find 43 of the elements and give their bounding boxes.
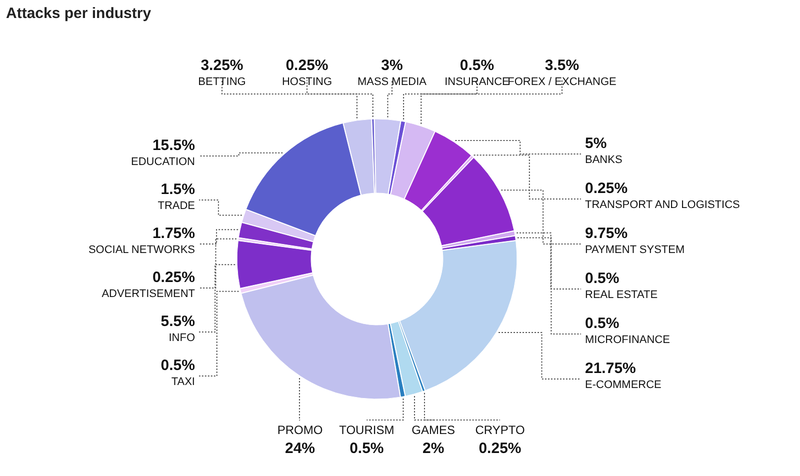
slice-label: BANKS [585, 154, 622, 166]
slice-label: FOREX / EXCHANGE [508, 76, 616, 88]
slice-label: REAL ESTATE [585, 289, 658, 301]
data-label: 0.5% [460, 57, 494, 74]
slice-label: TOURISM [339, 423, 394, 437]
data-label: 5.5% [160, 313, 195, 330]
data-label: 0.25% [478, 440, 522, 457]
slice-label: HOSTING [282, 76, 332, 88]
data-label: 9.75% [585, 225, 628, 242]
slice-label: TRANSPORT AND LOGISTICS [585, 199, 740, 211]
data-label: 0.5% [350, 440, 384, 457]
slice-label: INSURANCE [444, 76, 510, 88]
data-label: 1.5% [160, 181, 195, 198]
data-label: 0.5% [585, 315, 620, 332]
slice-label: TAXI [171, 376, 195, 388]
data-label: 5% [585, 135, 607, 152]
slice-label: INFO [168, 332, 196, 344]
data-label: 2% [422, 440, 444, 457]
data-label: 0.5% [160, 357, 195, 374]
slice-label: PAYMENT SYSTEM [585, 244, 685, 256]
data-label: 21.75% [585, 360, 636, 377]
data-label: 3.25% [200, 57, 244, 74]
slice-label: EDUCATION [131, 156, 196, 168]
slice-label: ADVERTISEMENT [102, 288, 196, 300]
data-label: 0.5% [585, 270, 620, 287]
slice-label: GAMES [412, 423, 456, 437]
data-label: 3.5% [544, 57, 580, 74]
data-label: 0.25% [585, 180, 628, 197]
data-label: 0.25% [152, 269, 195, 286]
chart-title: Attacks per industry [6, 5, 152, 22]
data-label: 24% [284, 440, 316, 457]
slice-label: SOCIAL NETWORKS [88, 244, 195, 256]
slice-label: CRYPTO [475, 423, 525, 437]
slice-label: MASS MEDIA [357, 76, 428, 88]
slice-label: E-COMMERCE [585, 379, 662, 391]
data-label: 0.25% [286, 57, 328, 74]
slice-label: MICROFINANCE [585, 334, 670, 346]
slice-label: TRADE [158, 200, 195, 212]
data-label: 3% [381, 57, 403, 74]
slice-label: PROMO [277, 423, 323, 437]
data-label: 1.75% [152, 225, 195, 242]
data-label: 15.5% [152, 137, 195, 154]
slice-label: BETTING [198, 76, 246, 88]
